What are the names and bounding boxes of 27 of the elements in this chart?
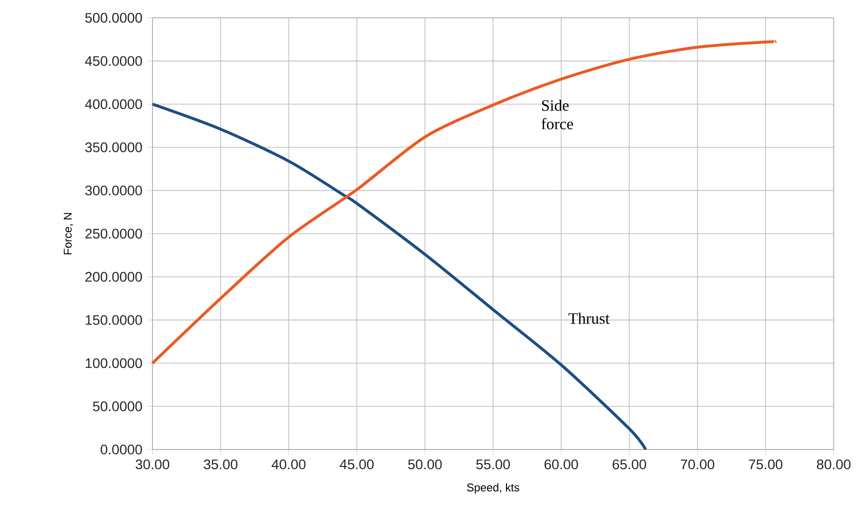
line-series <box>151 40 777 365</box>
x-tick-label: 45.00 <box>340 460 374 470</box>
x-tick-label: 55.00 <box>476 460 510 470</box>
x-axis-title: Speed, kts <box>467 483 520 494</box>
y-tick-label: 50.0000 <box>92 402 142 412</box>
y-tick-label: 350.0000 <box>85 142 142 152</box>
x-tick-label: 40.00 <box>272 460 306 470</box>
y-tick-label: 400.0000 <box>85 99 142 110</box>
y-tick-label: 500.0000 <box>85 13 142 23</box>
y-tick-label: 100.0000 <box>86 358 142 368</box>
x-tick-label: 35.00 <box>204 460 238 470</box>
y-axis-title: Force, N <box>64 213 74 254</box>
series-label: Side force <box>542 100 574 130</box>
x-tick-label: 50.00 <box>408 460 442 470</box>
y-tick-label: 150.0000 <box>86 315 142 326</box>
y-tick-label: 450.0000 <box>85 56 142 66</box>
x-tick-label: 75.00 <box>748 460 782 470</box>
y-tick-label: 0.0000 <box>100 444 142 455</box>
y-tick-label: 250.0000 <box>85 228 142 239</box>
x-tick-label: 70.00 <box>680 460 714 470</box>
x-tick-label: 30.00 <box>136 460 170 470</box>
x-tick-label: 80.00 <box>816 460 850 470</box>
text: Thrust <box>568 312 610 324</box>
y-tick-label: 200.0000 <box>85 272 142 282</box>
x-tick-label: 60.00 <box>544 460 578 470</box>
y-tick-label: 300.0000 <box>85 186 142 196</box>
x-tick-label: 65.00 <box>612 460 646 470</box>
